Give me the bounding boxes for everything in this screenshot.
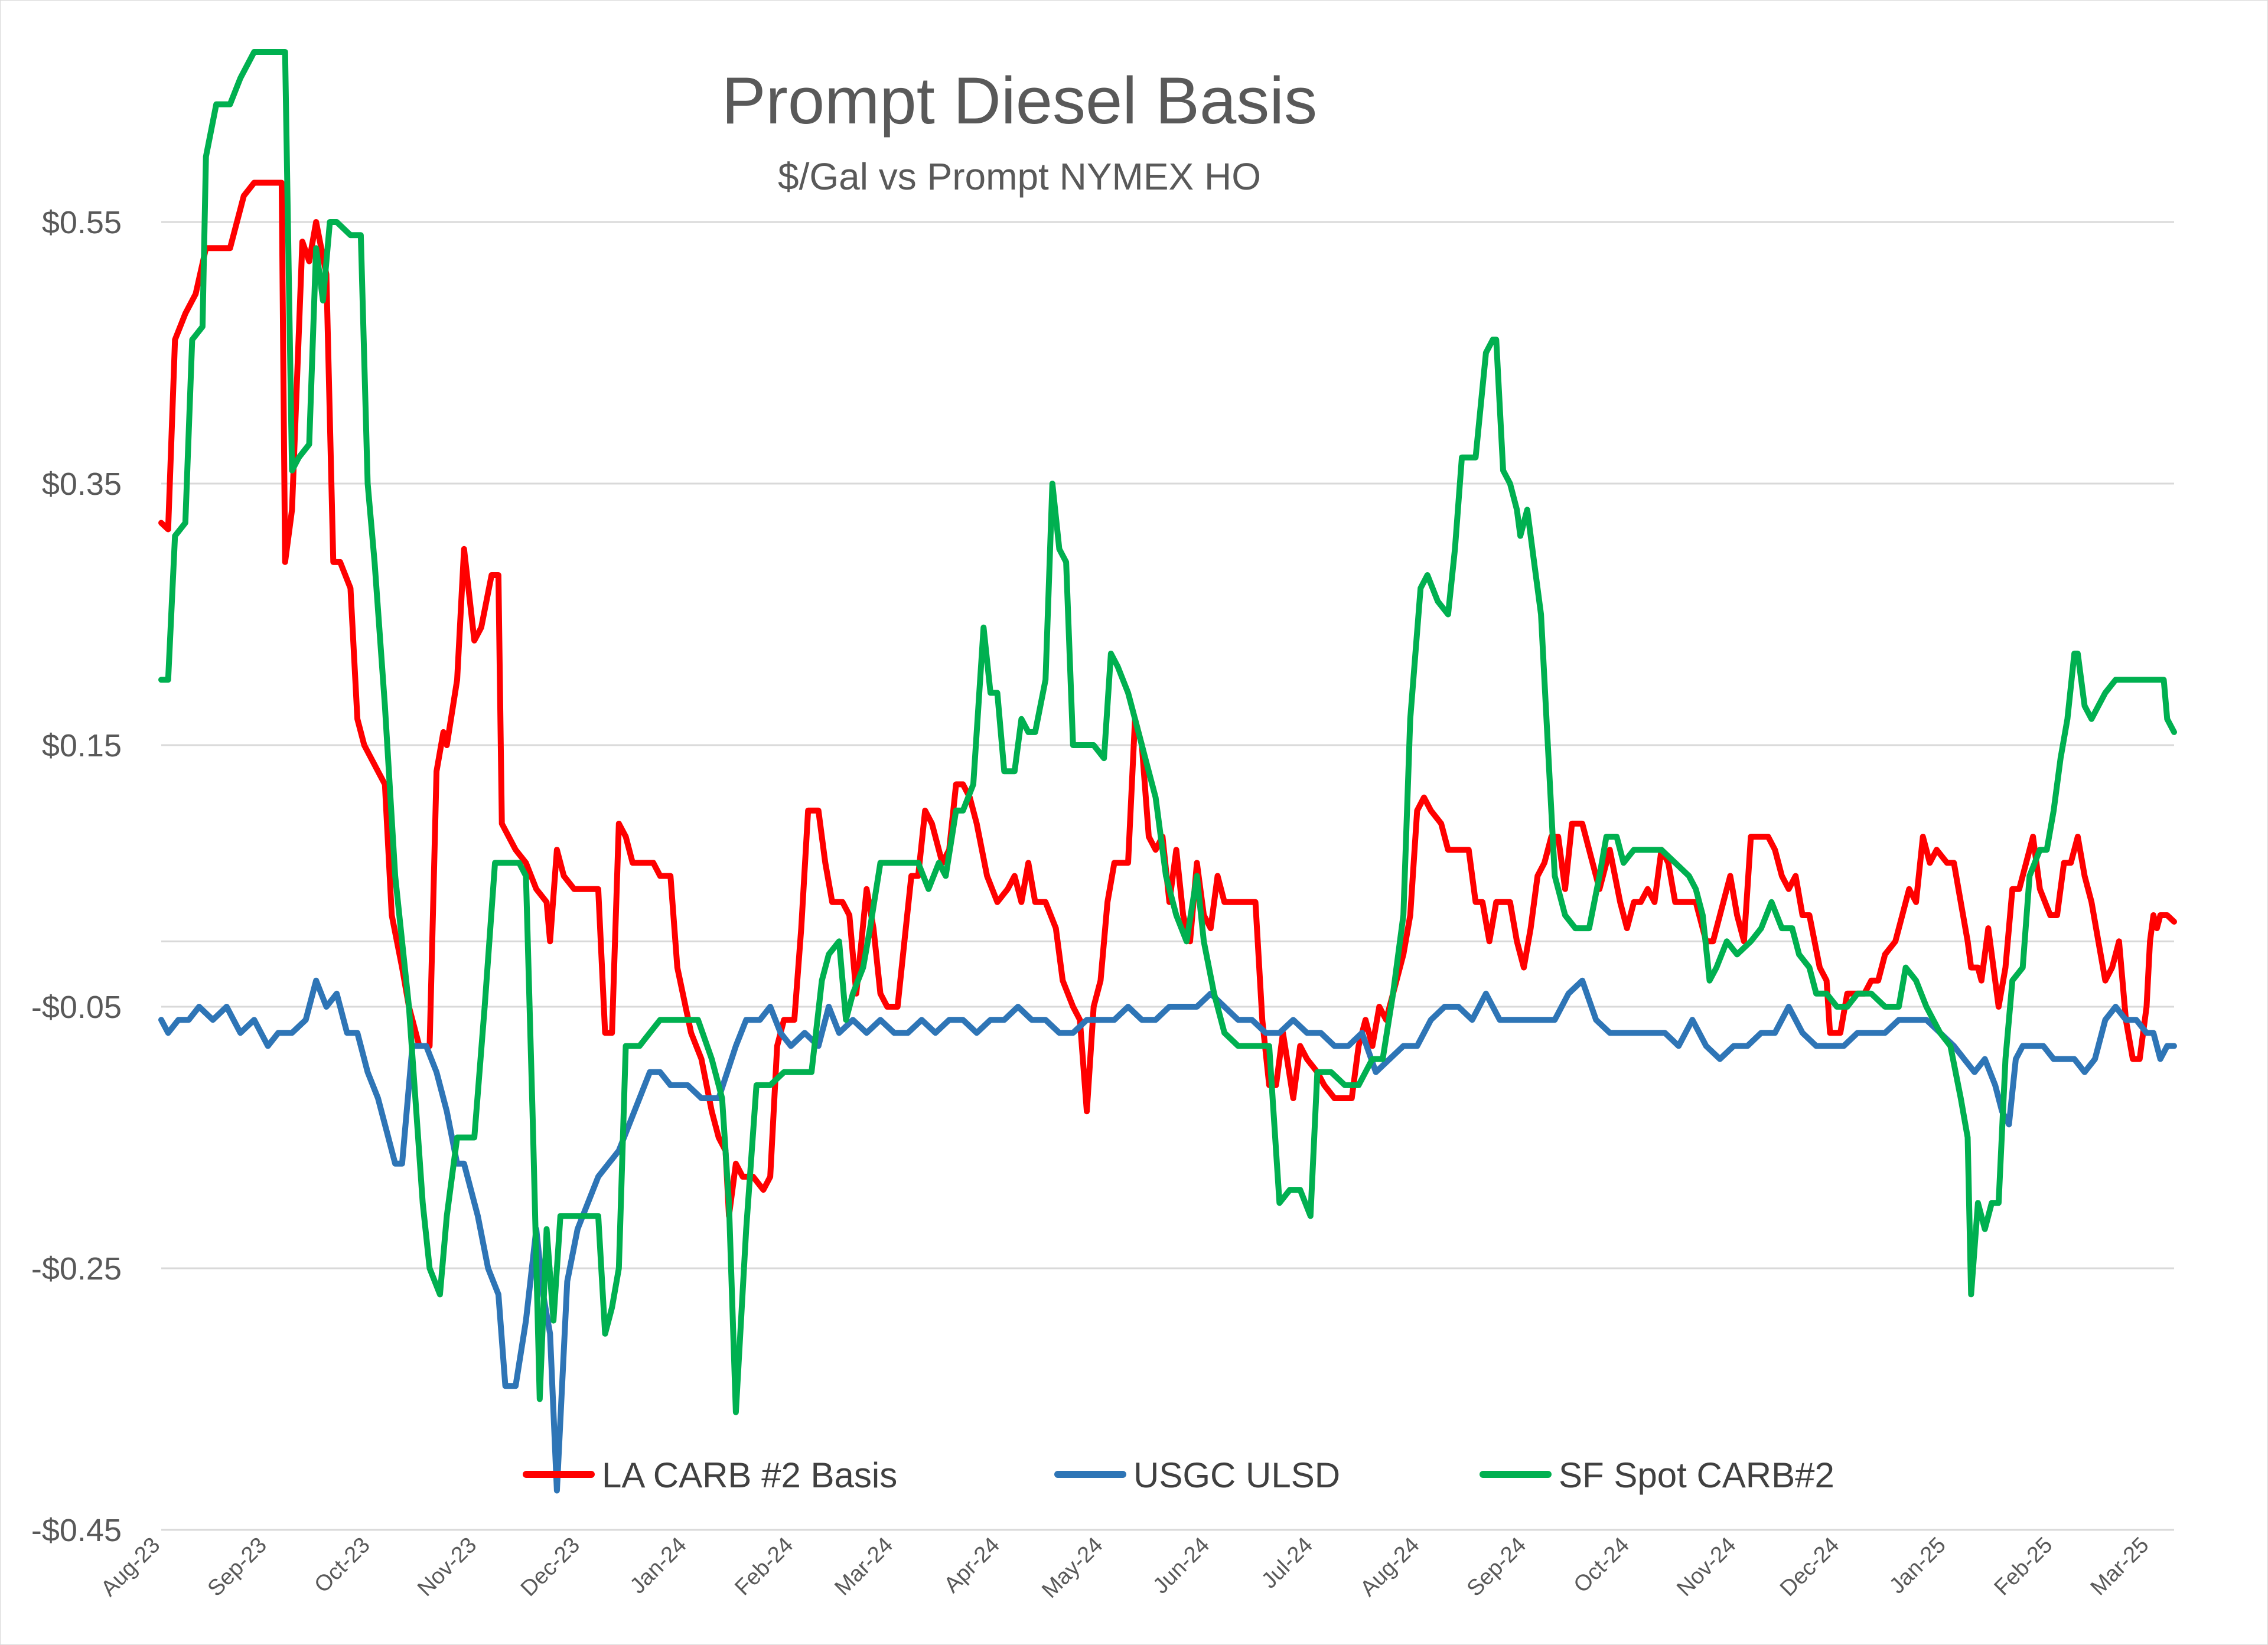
x-tick-label: Nov-24 bbox=[1672, 1533, 1741, 1601]
y-tick-label: $0.15 bbox=[42, 728, 122, 763]
x-tick-label: Dec-24 bbox=[1775, 1533, 1844, 1601]
y-tick-label: $0.35 bbox=[42, 466, 122, 502]
chart-title: Prompt Diesel Basis bbox=[722, 64, 1317, 138]
legend: LA CARB #2 Basis USGC ULSD SF Spot CARB#2 bbox=[523, 1455, 1834, 1495]
x-tick-label: Mar-25 bbox=[2086, 1533, 2154, 1601]
x-tick-label: Jan-24 bbox=[625, 1533, 692, 1599]
series-line-1 bbox=[158, 179, 2177, 1219]
x-tick-label: Oct-23 bbox=[309, 1533, 374, 1598]
series-line-3 bbox=[158, 49, 2177, 1415]
series-lines bbox=[158, 49, 2177, 1494]
x-tick-label: Aug-24 bbox=[1355, 1533, 1424, 1601]
legend-label-1: LA CARB #2 Basis bbox=[602, 1455, 897, 1495]
x-tick-label: Nov-23 bbox=[413, 1533, 481, 1601]
x-tick-label: Mar-24 bbox=[830, 1533, 898, 1601]
x-tick-label: Sep-23 bbox=[203, 1533, 272, 1601]
x-tick-label: Oct-24 bbox=[1569, 1533, 1634, 1598]
x-axis-ticks: Aug-23 Sep-23 Oct-23 Nov-23 Dec-23 Jan-24 Feb-… bbox=[96, 1533, 2154, 1603]
x-tick-label: Jul-24 bbox=[1257, 1533, 1318, 1594]
y-axis-ticks: $0.55 $0.35 $0.15 -$0.05 -$0.25 -$0.45 bbox=[31, 205, 122, 1548]
y-tick-label: -$0.05 bbox=[31, 990, 122, 1025]
y-tick-label: -$0.25 bbox=[31, 1251, 122, 1287]
gridlines bbox=[161, 221, 2174, 1531]
x-tick-label: Feb-24 bbox=[730, 1533, 798, 1601]
series-line-2 bbox=[158, 977, 2177, 1494]
y-tick-label: -$0.45 bbox=[31, 1513, 122, 1548]
x-tick-label: May-24 bbox=[1037, 1533, 1107, 1603]
legend-label-2: USGC ULSD bbox=[1133, 1455, 1340, 1495]
x-tick-label: Sep-24 bbox=[1462, 1533, 1531, 1601]
chart-subtitle: $/Gal vs Prompt NYMEX HO bbox=[778, 155, 1261, 198]
y-tick-label: $0.55 bbox=[42, 205, 122, 240]
legend-label-3: SF Spot CARB#2 bbox=[1559, 1455, 1834, 1495]
x-tick-label: Feb-25 bbox=[1990, 1533, 2058, 1601]
x-tick-label: Apr-24 bbox=[939, 1533, 1004, 1598]
x-tick-label: Jun-24 bbox=[1148, 1533, 1214, 1599]
x-tick-label: Jan-25 bbox=[1885, 1533, 1951, 1599]
x-tick-label: Dec-23 bbox=[516, 1533, 585, 1601]
